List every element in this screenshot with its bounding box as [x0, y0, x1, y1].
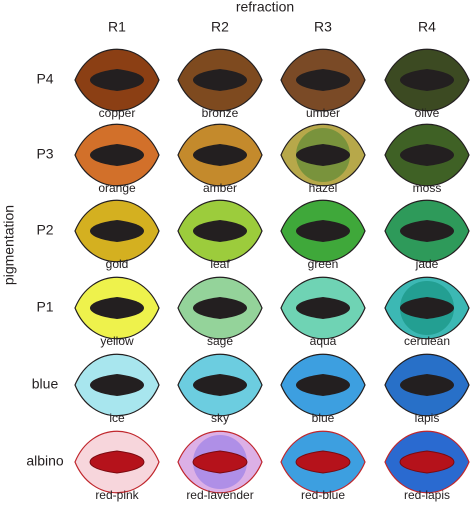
pupil [400, 374, 454, 396]
column-header: R1 [108, 19, 126, 35]
cell-label: red-lapis [404, 488, 450, 502]
y-label: pigmentation [1, 205, 17, 285]
row-label: albino [26, 453, 64, 469]
cell-label: ice [109, 411, 125, 425]
pupil [400, 220, 454, 242]
pupil [193, 220, 247, 242]
pupil [400, 144, 454, 166]
cell-label: red-pink [95, 488, 139, 502]
pupil [193, 69, 247, 91]
cell-label: orange [98, 181, 136, 195]
cell-label: aqua [310, 334, 337, 348]
pupil [400, 69, 454, 91]
cell-label: lapis [415, 411, 440, 425]
pupil [90, 297, 144, 319]
pupil [90, 220, 144, 242]
column-header: R4 [418, 19, 436, 35]
row-label: P3 [36, 146, 53, 162]
cell-label: red-lavender [186, 488, 253, 502]
pupil [193, 144, 247, 166]
cell-label: leaf [210, 257, 230, 271]
pupil [192, 450, 248, 474]
pupil [90, 144, 144, 166]
cell-label: umber [306, 106, 340, 120]
title: refraction [236, 0, 294, 15]
pupil [296, 69, 350, 91]
pupil [296, 144, 350, 166]
pupil [193, 374, 247, 396]
cell-label: green [308, 257, 339, 271]
pupil [296, 220, 350, 242]
cell-label: moss [413, 181, 442, 195]
pupil [400, 297, 454, 319]
cell-label: bronze [202, 106, 239, 120]
cell-label: red-blue [301, 488, 345, 502]
cell-label: gold [106, 257, 129, 271]
cell-label: copper [99, 106, 136, 120]
cell-label: blue [312, 411, 335, 425]
pupil [295, 450, 351, 474]
cell-label: sage [207, 334, 233, 348]
column-header: R2 [211, 19, 229, 35]
column-header: R3 [314, 19, 332, 35]
row-label: P1 [36, 299, 53, 315]
pupil [89, 450, 145, 474]
pupil [296, 297, 350, 319]
cell-label: amber [203, 181, 237, 195]
pupil [90, 374, 144, 396]
pupil [296, 374, 350, 396]
row-label: blue [32, 376, 59, 392]
cell-label: olive [415, 106, 440, 120]
cell-label: jade [415, 257, 439, 271]
row-label: P4 [36, 71, 53, 87]
pupil [90, 69, 144, 91]
cell-label: sky [211, 411, 229, 425]
pupil [193, 297, 247, 319]
cell-label: yellow [100, 334, 134, 348]
cell-label: hazel [309, 181, 338, 195]
pupil [399, 450, 455, 474]
cell-label: cerulean [404, 334, 450, 348]
row-label: P2 [36, 222, 53, 238]
